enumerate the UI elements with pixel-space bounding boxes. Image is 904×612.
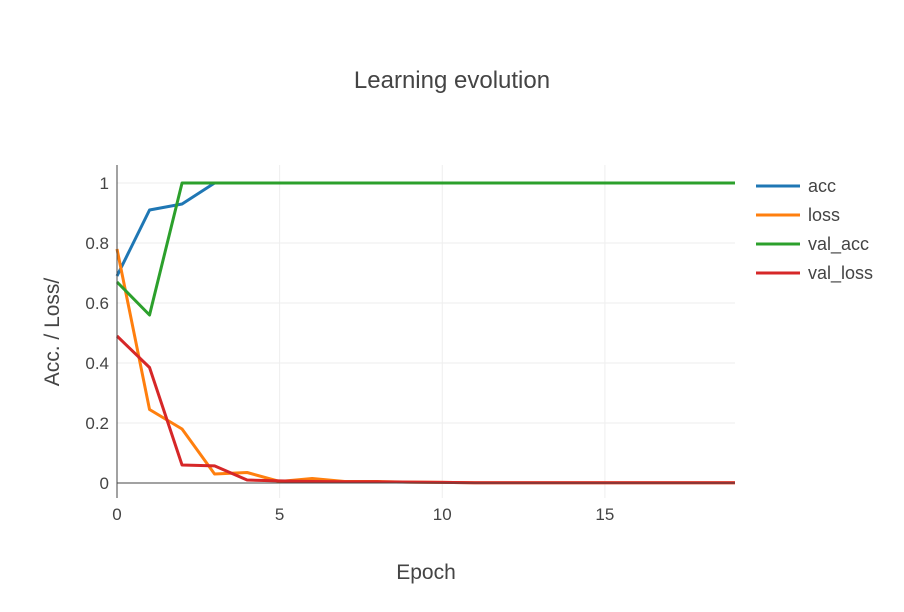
legend-label: acc — [808, 176, 836, 196]
y-tick-label: 0.6 — [85, 294, 109, 313]
series-line-acc — [115, 181, 735, 277]
x-tick-label: 15 — [595, 505, 614, 524]
legend-label: val_acc — [808, 234, 869, 255]
x-axis-title: Epoch — [396, 561, 456, 584]
x-tick-labels: 0 5 10 15 — [112, 505, 614, 524]
y-axis-title: Acc. / Loss/ — [41, 278, 64, 387]
x-tick-label: 0 — [112, 505, 121, 524]
y-tick-label: 0.2 — [85, 414, 109, 433]
legend[interactable]: acc loss val_acc val_loss — [756, 176, 873, 284]
legend-item-val-acc[interactable]: val_acc — [756, 234, 869, 255]
y-tick-label: 0.4 — [85, 354, 109, 373]
y-tick-label: 0 — [100, 474, 109, 493]
x-tick-label: 10 — [433, 505, 452, 524]
series-line-val-acc — [115, 181, 735, 317]
axes — [116, 165, 735, 498]
legend-label: loss — [808, 205, 840, 225]
series-line-loss — [115, 248, 735, 485]
legend-item-acc[interactable]: acc — [756, 176, 836, 196]
x-tick-label: 5 — [275, 505, 284, 524]
y-tick-label: 0.8 — [85, 234, 109, 253]
legend-label: val_loss — [808, 263, 873, 284]
y-tick-label: 1 — [100, 174, 109, 193]
grid-lines — [117, 165, 735, 498]
legend-item-loss[interactable]: loss — [756, 205, 840, 225]
chart-title: Learning evolution — [354, 67, 550, 94]
series-line-val-loss — [115, 334, 735, 485]
legend-item-val-loss[interactable]: val_loss — [756, 263, 873, 284]
series-layer — [115, 181, 735, 485]
y-tick-labels: 0 0.2 0.4 0.6 0.8 1 — [85, 174, 109, 493]
